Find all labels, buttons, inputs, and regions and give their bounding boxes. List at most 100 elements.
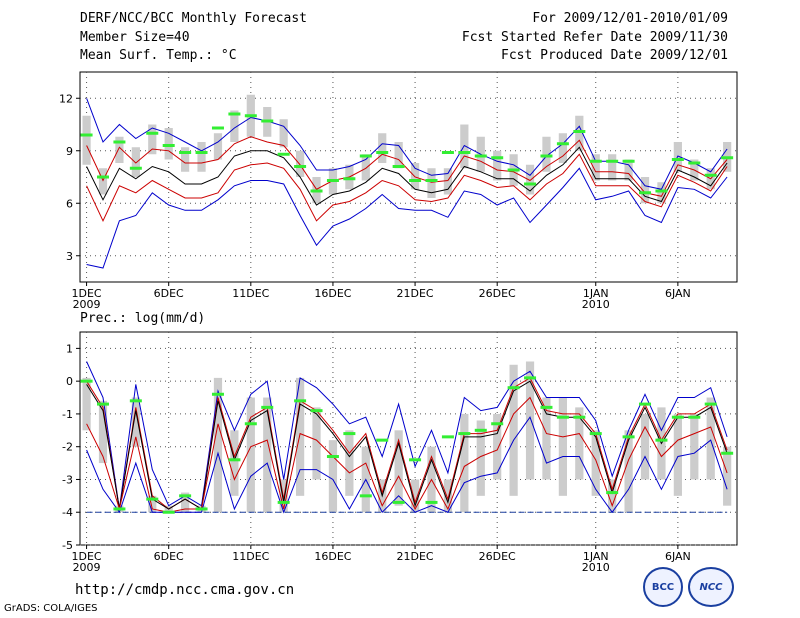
variable-label: Mean Surf. Temp.: °C <box>80 48 237 63</box>
prec-spread-box <box>591 430 600 496</box>
prec-spread-box <box>558 397 568 496</box>
temp-x-tick-label: 6DEC <box>154 287 184 300</box>
prec-spread-box <box>98 400 108 464</box>
prec-y-tick-label: -1 <box>62 408 73 421</box>
temp-y-tick-label: 6 <box>66 197 73 210</box>
prec-spread-box <box>690 413 699 480</box>
temp-series-mean <box>86 146 728 206</box>
prec-spread-box <box>328 440 338 513</box>
prec-y-tick-label: -2 <box>62 441 73 454</box>
prec-spread-box <box>706 397 715 480</box>
forecast-started-date: Fcst Started Refer Date 2009/11/30 <box>461 30 728 45</box>
temp-plot-frame <box>79 71 738 283</box>
prec-spread-box <box>509 364 518 496</box>
prec-y-tick-label: -4 <box>62 506 73 519</box>
prec-spread-box <box>673 413 682 496</box>
prec-x-tick-label: 11DEC <box>232 550 269 563</box>
prec-spread-box <box>394 430 403 506</box>
temp-x-tick-label: 16DEC <box>314 287 351 300</box>
temp-spread-box <box>493 150 502 181</box>
prec-x-tick-label: 6JAN <box>665 550 691 563</box>
bcc-logo-text: BCC <box>651 581 675 593</box>
temp-spread-box <box>558 133 568 163</box>
prec-spread-box <box>723 446 732 506</box>
ncc-logo-text: NCC <box>699 581 723 593</box>
bcc-logo: BCC <box>643 567 683 607</box>
temp-x-tick-label: 1JAN <box>583 287 609 300</box>
temp-spread-box <box>230 110 239 142</box>
prec-spread-box <box>148 495 157 513</box>
temp-spread-box <box>164 128 173 160</box>
prec-x-tick-label: 6DEC <box>154 550 184 563</box>
prec-spread-box <box>263 397 272 513</box>
temp-spread-box <box>443 168 453 195</box>
prec-x-tick-label: 21DEC <box>397 550 434 563</box>
temp-spread-box <box>657 182 666 204</box>
temp-spread-box <box>410 163 420 190</box>
temp-spread-box <box>361 154 370 181</box>
prec-x-tick-label: 1DEC <box>72 550 102 563</box>
prec-spread-box <box>279 479 288 513</box>
temp-x-tick-label: 11DEC <box>232 287 269 300</box>
prec-spread-box <box>345 430 354 496</box>
prec-spread-box <box>181 492 190 513</box>
temp-spread-box <box>279 119 288 148</box>
temp-y-tick-label: 12 <box>59 92 73 105</box>
forecast-title: DERF/NCC/BCC Monthly Forecast <box>80 11 307 26</box>
member-size: Member Size=40 <box>80 30 190 45</box>
temp-spread-box <box>640 177 650 204</box>
temp-spread-box <box>525 164 535 195</box>
temp-x-tick-label: 26DEC <box>479 287 516 300</box>
temp-spread-box <box>591 154 600 181</box>
temp-spread-box <box>115 136 124 163</box>
temp-spread-box <box>148 124 157 155</box>
temp-spread-box <box>213 133 223 160</box>
prec-plot-frame <box>79 331 738 546</box>
prec-series-min <box>86 416 728 514</box>
temp-series-min <box>86 167 728 269</box>
prec-spread-box <box>476 420 485 496</box>
prec-year-label: 2009 <box>73 561 101 574</box>
ncc-logo: NCC <box>688 567 734 607</box>
prec-spread-box <box>443 479 453 513</box>
prec-y-tick-label: 1 <box>66 342 73 355</box>
temp-x-tick-label: 1DEC <box>72 287 102 300</box>
prec-y-tick-label: -5 <box>62 539 73 552</box>
prec-spread-box <box>131 397 140 447</box>
prec-spread-box <box>493 413 502 480</box>
temp-series-p10 <box>86 153 728 222</box>
temp-spread-box <box>82 115 91 165</box>
temp-spread-box <box>394 142 403 169</box>
prec-spread-box <box>575 407 584 480</box>
website-url[interactable]: http://cmdp.ncc.cma.gov.cn <box>75 582 295 598</box>
temp-spread-box <box>624 159 633 181</box>
temp-spread-box <box>542 136 551 172</box>
grads-credit: GrADS: COLA/IGES <box>4 603 98 614</box>
prec-spread-box <box>82 377 91 431</box>
temp-y-tick-label: 9 <box>66 145 73 158</box>
prec-spread-box <box>525 361 535 480</box>
prec-spread-box <box>542 397 551 480</box>
prec-x-tick-label: 1JAN <box>583 550 609 563</box>
temp-spread-box <box>181 147 190 172</box>
prec-spread-box <box>608 479 617 513</box>
prec-spread-box <box>624 430 633 513</box>
prec-spread-box <box>246 397 255 513</box>
prec-x-tick-label: 26DEC <box>479 550 516 563</box>
temperature-panel: 1DEC 6DEC 11DEC 16DEC 21DEC 26DEC 1JAN 6JAN 2009… <box>59 71 738 311</box>
temp-y-tick-label: 3 <box>66 250 73 263</box>
precipitation-label: Prec.: log(mm/d) <box>80 311 205 326</box>
forecast-period: For 2009/12/01-2010/01/09 <box>532 11 728 26</box>
temp-spread-box <box>427 168 436 198</box>
temp-series-max <box>86 98 728 190</box>
prec-series-p10 <box>86 396 728 513</box>
prec-spread-box <box>295 377 305 496</box>
temp-spread-box <box>608 154 617 181</box>
temp-series-p90 <box>86 136 728 197</box>
prec-spread-box <box>230 430 239 496</box>
forecast-produced-date: Fcst Produced Date 2009/12/01 <box>501 48 728 63</box>
prec-spread-box <box>640 413 650 480</box>
temp-spread-box <box>131 147 140 177</box>
temp-spread-box <box>197 142 206 172</box>
